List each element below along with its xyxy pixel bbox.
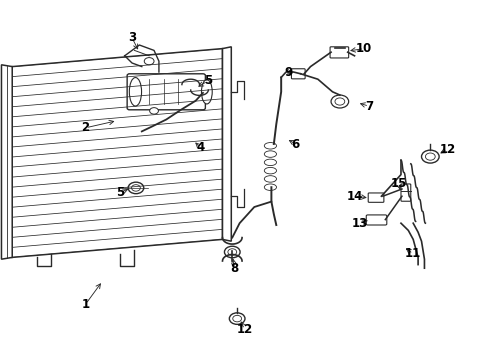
Ellipse shape [264,167,276,174]
Ellipse shape [264,184,276,190]
Ellipse shape [264,143,276,149]
Text: 11: 11 [404,247,421,260]
FancyBboxPatch shape [366,215,386,225]
Circle shape [229,313,244,324]
Circle shape [232,315,241,322]
FancyBboxPatch shape [400,184,410,201]
Text: 8: 8 [230,262,238,275]
Text: 7: 7 [365,100,372,113]
Text: 5: 5 [116,186,123,199]
Text: 1: 1 [81,298,89,311]
Text: 6: 6 [291,138,299,150]
Circle shape [144,58,154,65]
Text: 2: 2 [81,121,89,134]
Text: 12: 12 [438,143,455,156]
Circle shape [149,108,158,114]
Circle shape [421,150,438,163]
Ellipse shape [201,80,212,104]
Ellipse shape [264,151,276,157]
Text: 5: 5 [203,75,211,87]
Polygon shape [1,65,12,259]
Circle shape [425,153,434,160]
Circle shape [227,249,236,255]
Polygon shape [222,47,231,241]
Text: 15: 15 [389,177,406,190]
Circle shape [330,95,348,108]
Text: 10: 10 [355,42,372,55]
Text: 13: 13 [350,217,367,230]
Ellipse shape [129,77,142,106]
FancyBboxPatch shape [291,69,305,79]
Polygon shape [12,49,222,257]
Text: 9: 9 [284,66,292,78]
Circle shape [128,182,143,194]
Ellipse shape [264,176,276,182]
Text: 3: 3 [128,31,136,44]
FancyBboxPatch shape [367,193,383,202]
FancyBboxPatch shape [127,74,205,110]
FancyBboxPatch shape [329,47,348,58]
Text: 12: 12 [236,323,252,336]
Circle shape [334,98,344,105]
Circle shape [224,246,240,258]
Text: 14: 14 [346,190,362,203]
Circle shape [131,185,140,191]
Ellipse shape [264,159,276,166]
Text: 4: 4 [196,141,204,154]
